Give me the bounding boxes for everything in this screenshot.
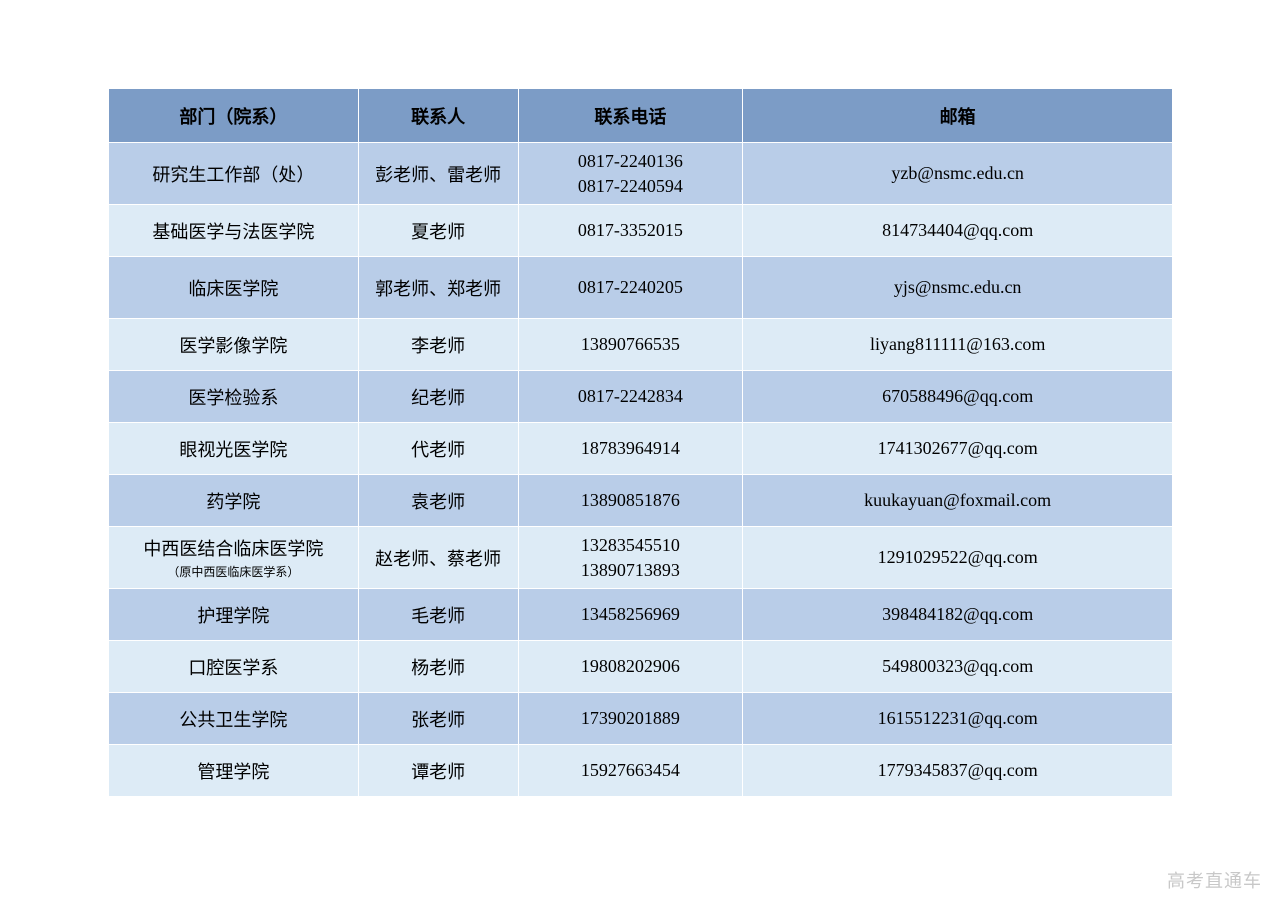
dept-main: 中西医结合临床医学院 [109,535,358,561]
cell-contact: 代老师 [358,423,518,475]
cell-phone: 13458256969 [518,589,743,641]
cell-dept: 研究生工作部（处） [109,143,359,205]
dept-sub: （原中西医临床医学系） [109,563,358,580]
cell-phone: 0817-2242834 [518,371,743,423]
table-row: 研究生工作部（处）彭老师、雷老师0817-22401360817-2240594… [109,143,1173,205]
cell-email: 1615512231@qq.com [743,693,1173,745]
table-header: 部门（院系）联系人联系电话邮箱 [109,89,1173,143]
cell-email: liyang811111@163.com [743,319,1173,371]
cell-email: 1741302677@qq.com [743,423,1173,475]
cell-contact: 袁老师 [358,475,518,527]
table-row: 公共卫生学院张老师173902018891615512231@qq.com [109,693,1173,745]
contact-table-container: 部门（院系）联系人联系电话邮箱 研究生工作部（处）彭老师、雷老师0817-224… [108,88,1173,797]
cell-contact: 谭老师 [358,745,518,797]
cell-phone: 15927663454 [518,745,743,797]
cell-contact: 杨老师 [358,641,518,693]
table-row: 眼视光医学院代老师187839649141741302677@qq.com [109,423,1173,475]
cell-dept: 眼视光医学院 [109,423,359,475]
cell-contact: 毛老师 [358,589,518,641]
table-row: 医学影像学院李老师13890766535liyang811111@163.com [109,319,1173,371]
cell-email: yjs@nsmc.edu.cn [743,257,1173,319]
cell-contact: 郭老师、郑老师 [358,257,518,319]
cell-dept: 医学检验系 [109,371,359,423]
contact-table: 部门（院系）联系人联系电话邮箱 研究生工作部（处）彭老师、雷老师0817-224… [108,88,1173,797]
column-header: 邮箱 [743,89,1173,143]
table-row: 药学院袁老师13890851876kuukayuan@foxmail.com [109,475,1173,527]
cell-contact: 夏老师 [358,205,518,257]
cell-contact: 彭老师、雷老师 [358,143,518,205]
table-row: 临床医学院郭老师、郑老师0817-2240205yjs@nsmc.edu.cn [109,257,1173,319]
table-row: 医学检验系纪老师0817-2242834670588496@qq.com [109,371,1173,423]
cell-email: 1779345837@qq.com [743,745,1173,797]
cell-contact: 纪老师 [358,371,518,423]
cell-contact: 张老师 [358,693,518,745]
cell-phone: 0817-22401360817-2240594 [518,143,743,205]
phone-line: 0817-2240594 [519,174,743,198]
cell-phone: 0817-3352015 [518,205,743,257]
cell-dept: 基础医学与法医学院 [109,205,359,257]
watermark-text: 高考直通车 [1167,867,1262,893]
table-row: 基础医学与法医学院夏老师0817-3352015814734404@qq.com [109,205,1173,257]
table-body: 研究生工作部（处）彭老师、雷老师0817-22401360817-2240594… [109,143,1173,797]
cell-dept: 药学院 [109,475,359,527]
cell-phone: 1328354551013890713893 [518,527,743,589]
cell-dept: 中西医结合临床医学院 （原中西医临床医学系） [109,527,359,589]
table-row: 管理学院谭老师159276634541779345837@qq.com [109,745,1173,797]
cell-email: 814734404@qq.com [743,205,1173,257]
table-header-row: 部门（院系）联系人联系电话邮箱 [109,89,1173,143]
phone-line: 13890713893 [519,558,743,582]
cell-dept: 公共卫生学院 [109,693,359,745]
column-header: 联系人 [358,89,518,143]
cell-dept: 管理学院 [109,745,359,797]
cell-phone: 13890851876 [518,475,743,527]
phone-line: 0817-2240136 [519,149,743,173]
cell-phone: 17390201889 [518,693,743,745]
cell-dept: 护理学院 [109,589,359,641]
column-header: 部门（院系） [109,89,359,143]
cell-phone: 13890766535 [518,319,743,371]
cell-email: 398484182@qq.com [743,589,1173,641]
cell-dept: 口腔医学系 [109,641,359,693]
cell-email: 1291029522@qq.com [743,527,1173,589]
cell-contact: 赵老师、蔡老师 [358,527,518,589]
phone-line: 13283545510 [519,533,743,557]
cell-dept: 临床医学院 [109,257,359,319]
cell-email: yzb@nsmc.edu.cn [743,143,1173,205]
cell-phone: 19808202906 [518,641,743,693]
cell-phone: 0817-2240205 [518,257,743,319]
table-row: 护理学院毛老师13458256969398484182@qq.com [109,589,1173,641]
cell-contact: 李老师 [358,319,518,371]
table-row: 口腔医学系杨老师19808202906549800323@qq.com [109,641,1173,693]
cell-dept: 医学影像学院 [109,319,359,371]
cell-email: kuukayuan@foxmail.com [743,475,1173,527]
table-row: 中西医结合临床医学院 （原中西医临床医学系）赵老师、蔡老师132835455101… [109,527,1173,589]
column-header: 联系电话 [518,89,743,143]
cell-email: 670588496@qq.com [743,371,1173,423]
cell-phone: 18783964914 [518,423,743,475]
cell-email: 549800323@qq.com [743,641,1173,693]
